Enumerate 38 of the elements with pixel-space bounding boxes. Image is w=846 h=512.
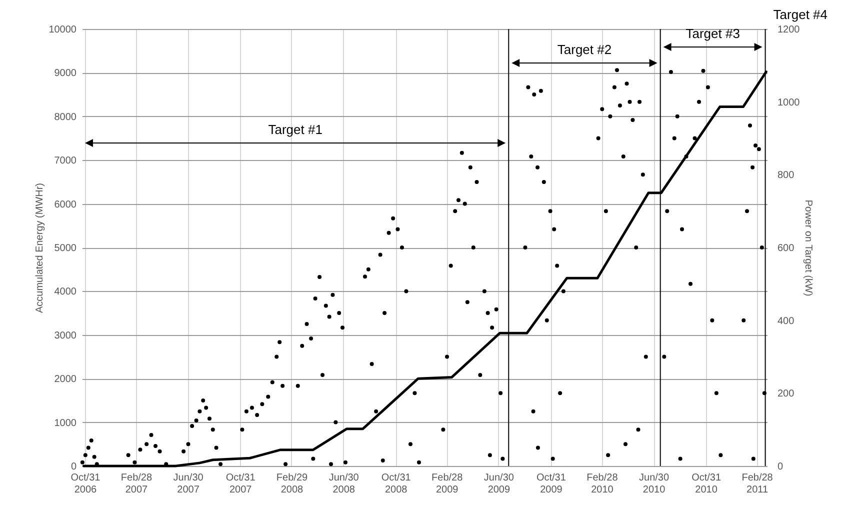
y-axis-title: Accumulated Energy (MWHr)	[34, 182, 46, 314]
x-tick-label: Feb/29 2008	[276, 472, 308, 496]
x-tick-label: Jun/30 2010	[639, 472, 670, 496]
y-tick-label: 5000	[54, 243, 77, 254]
x-tick-label: Oct/31 2010	[692, 472, 722, 496]
y-tick-label: 8000	[54, 112, 77, 123]
y2-tick-label: 800	[778, 170, 795, 182]
x-tick-label: Oct/31 2009	[536, 472, 566, 496]
annotation: Target #2	[557, 42, 612, 57]
y2-tick-label: 1000	[778, 97, 800, 108]
y-tick-label: 1000	[54, 418, 77, 429]
y-tick-label: 6000	[54, 199, 77, 210]
y-tick-label: 2000	[54, 374, 77, 386]
x-tick-label: Oct/31 2008	[381, 472, 412, 496]
y2-tick-label: 200	[778, 388, 795, 400]
y-tick-label: 9000	[54, 68, 77, 80]
y2-tick-label: 0	[778, 462, 784, 472]
y2-tick-label: 1200	[778, 24, 800, 36]
y2-tick-label: 600	[778, 243, 795, 254]
y-tick-label: 3000	[54, 330, 77, 342]
annotation: Target #3	[686, 26, 740, 41]
x-tick-label: Oct/31 2007	[226, 472, 256, 496]
y2-axis-title: Power on Target (kW)	[802, 200, 814, 296]
x-tick-label: Feb/28 2009	[432, 472, 464, 496]
y2-tick-label: 400	[778, 316, 795, 327]
x-tick-label: Jun/30 2009	[484, 472, 514, 496]
x-tick-label: Feb/28 2011	[742, 472, 774, 496]
y-tick-label: 7000	[54, 156, 77, 167]
x-tick-label: Jun/30 2008	[328, 472, 360, 496]
x-tick-label: Feb/28 2007	[120, 472, 152, 496]
text: Target #4	[773, 7, 828, 22]
y-tick-label: 0	[70, 462, 77, 472]
x-tick-label: Jun/30 2007	[173, 472, 204, 496]
y-tick-label: 10000	[48, 24, 77, 36]
x-tick-label: Oct/31 2006	[70, 472, 101, 496]
y-tick-label: 4000	[54, 286, 77, 298]
annotation: Target #1	[268, 122, 322, 137]
x-tick-label: Feb/28 2010	[586, 472, 618, 496]
